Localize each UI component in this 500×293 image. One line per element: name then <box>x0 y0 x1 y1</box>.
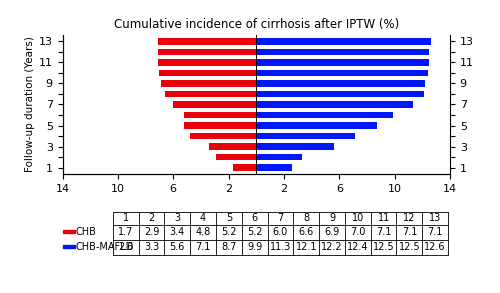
Text: 11: 11 <box>378 213 390 223</box>
Bar <box>158 59 256 66</box>
Text: CHB: CHB <box>76 227 96 237</box>
Text: 2: 2 <box>148 213 154 223</box>
Bar <box>209 143 256 150</box>
Bar <box>256 143 334 150</box>
Text: 7.0: 7.0 <box>350 227 366 237</box>
Bar <box>256 101 412 108</box>
Text: 5: 5 <box>226 213 232 223</box>
Text: 13: 13 <box>429 213 442 223</box>
Bar <box>165 91 256 97</box>
Bar <box>216 154 256 160</box>
Text: 12.4: 12.4 <box>347 242 368 252</box>
FancyBboxPatch shape <box>63 245 74 248</box>
Text: 1: 1 <box>122 213 129 223</box>
Bar <box>160 70 256 76</box>
Y-axis label: Follow-up duration (Years): Follow-up duration (Years) <box>24 37 34 173</box>
Bar <box>256 38 430 45</box>
Bar <box>256 80 425 87</box>
Bar <box>161 80 256 87</box>
Bar <box>173 101 256 108</box>
Text: 8: 8 <box>303 213 310 223</box>
Bar <box>158 49 256 55</box>
Text: 3.4: 3.4 <box>170 227 185 237</box>
Bar <box>256 122 376 129</box>
Text: 4.8: 4.8 <box>196 227 210 237</box>
Text: 6.0: 6.0 <box>273 227 288 237</box>
Text: 4: 4 <box>200 213 206 223</box>
Bar <box>256 133 354 139</box>
Text: 5.2: 5.2 <box>247 227 262 237</box>
Text: 3: 3 <box>174 213 180 223</box>
Text: 12.5: 12.5 <box>373 242 394 252</box>
Bar <box>190 133 256 139</box>
Text: CHB-MAFLD: CHB-MAFLD <box>76 242 134 252</box>
Text: 2.9: 2.9 <box>144 227 159 237</box>
Text: 6.6: 6.6 <box>298 227 314 237</box>
Title: Cumulative incidence of cirrhosis after IPTW (%): Cumulative incidence of cirrhosis after … <box>114 18 399 31</box>
Bar <box>184 122 256 129</box>
Bar <box>158 38 256 45</box>
Text: 5.6: 5.6 <box>170 242 185 252</box>
Bar <box>256 91 424 97</box>
Text: 10: 10 <box>352 213 364 223</box>
FancyBboxPatch shape <box>63 230 74 233</box>
Text: 1.7: 1.7 <box>118 227 134 237</box>
Bar <box>256 49 429 55</box>
Text: 12.2: 12.2 <box>321 242 343 252</box>
Bar <box>256 70 428 76</box>
Text: 9.9: 9.9 <box>247 242 262 252</box>
Text: 11.3: 11.3 <box>270 242 291 252</box>
Text: 7.1: 7.1 <box>428 227 443 237</box>
Text: 2.6: 2.6 <box>118 242 134 252</box>
Text: 7.1: 7.1 <box>402 227 417 237</box>
Bar <box>256 154 302 160</box>
Text: 6.9: 6.9 <box>324 227 340 237</box>
Text: 6: 6 <box>252 213 258 223</box>
Text: 12.5: 12.5 <box>398 242 420 252</box>
Text: 9: 9 <box>329 213 335 223</box>
Text: 3.3: 3.3 <box>144 242 159 252</box>
Text: 7.1: 7.1 <box>376 227 392 237</box>
Text: 12: 12 <box>403 213 415 223</box>
Bar <box>232 164 256 171</box>
Text: 12.1: 12.1 <box>296 242 317 252</box>
Text: 5.2: 5.2 <box>221 227 236 237</box>
Bar <box>184 112 256 118</box>
Text: 8.7: 8.7 <box>221 242 236 252</box>
Bar <box>256 164 292 171</box>
Text: 7.1: 7.1 <box>196 242 211 252</box>
Bar <box>256 112 394 118</box>
Text: 12.6: 12.6 <box>424 242 446 252</box>
Text: 7: 7 <box>278 213 283 223</box>
Bar <box>256 59 429 66</box>
